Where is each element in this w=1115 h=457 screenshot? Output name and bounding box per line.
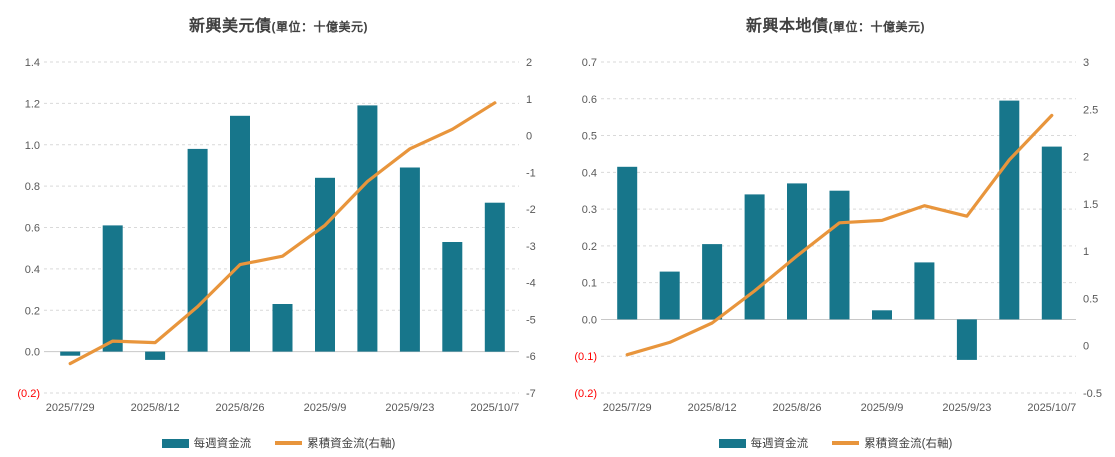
weekly-flow-legend-swatch bbox=[161, 438, 189, 448]
left-axis-tick-label: 0.5 bbox=[582, 131, 597, 143]
weekly-flow-bar bbox=[442, 242, 463, 352]
right-axis-tick-label: 0.5 bbox=[1083, 293, 1098, 305]
local-bond-plot: 0.7 0.6 0.5 0.4 0.3 0.2 0.1 0.0 (0.1) (0.2) 3 2.5 2 1… bbox=[574, 57, 1102, 414]
weekly-flow-bar bbox=[999, 100, 1020, 320]
x-axis-tick-label: 2025/9/23 bbox=[385, 402, 434, 414]
weekly-flow-bar bbox=[187, 148, 208, 352]
x-axis-tick-label: 2025/10/7 bbox=[470, 402, 519, 414]
x-axis-tick-label: 2025/9/9 bbox=[861, 402, 904, 414]
right-axis-tick-label: -6 bbox=[526, 351, 536, 363]
left-axis-tick-label: 0.7 bbox=[582, 57, 597, 69]
right-axis-tick-label: 2.5 bbox=[1083, 104, 1098, 116]
left-axis-tick-label: (0.2) bbox=[17, 388, 40, 400]
left-axis-tick-label: 1.0 bbox=[25, 140, 40, 152]
right-axis-tick-label: -4 bbox=[526, 278, 536, 290]
left-axis-tick-label: 0.3 bbox=[582, 204, 597, 216]
weekly-flow-bar bbox=[145, 351, 166, 360]
right-axis-tick-label: 1 bbox=[1083, 246, 1089, 258]
weekly-flow-bar bbox=[102, 225, 123, 352]
x-axis-tick-label: 2025/8/12 bbox=[131, 402, 180, 414]
chart-em-usd-bond: 新興美元債(單位：十億美元) 1.4 1.2 1.0 0.8 0.6 0.4 0.2 0.0 (… bbox=[0, 0, 557, 457]
weekly-flow-bar bbox=[956, 319, 977, 360]
left-axis-tick-label: 1.2 bbox=[25, 98, 40, 110]
weekly-flow-bar bbox=[357, 105, 378, 352]
weekly-flow-bar bbox=[1041, 146, 1062, 320]
right-axis-tick-label: -5 bbox=[526, 314, 536, 326]
left-axis-tick-label: (0.2) bbox=[574, 388, 597, 400]
usd-bond-title: 新興美元債(單位：十億美元) bbox=[0, 12, 557, 36]
cumulative-flow-line bbox=[625, 113, 1054, 357]
weekly-flow-bar bbox=[315, 177, 335, 352]
x-axis-tick-label: 2025/7/29 bbox=[603, 402, 652, 414]
right-axis-tick-label: -1 bbox=[526, 167, 536, 179]
weekly-flow-bar bbox=[872, 310, 892, 320]
weekly-flow-bar bbox=[787, 183, 807, 320]
right-axis-tick-label: -0.5 bbox=[1083, 388, 1102, 400]
weekly-flow-bar bbox=[829, 190, 850, 320]
right-axis-tick-label: -2 bbox=[526, 204, 536, 216]
x-axis-tick-label: 2025/8/26 bbox=[216, 402, 265, 414]
usd-bond-title-main: 新興美元債 bbox=[188, 18, 272, 35]
local-bond-title-unit: (單位：十億美元) bbox=[828, 20, 925, 34]
right-axis-tick-label: 0 bbox=[526, 131, 532, 143]
cumulative-flow-legend-swatch bbox=[275, 441, 303, 445]
left-axis-tick-label: 0.6 bbox=[582, 94, 597, 106]
weekly-flow-bar bbox=[617, 166, 638, 320]
left-axis-tick-label: 0.6 bbox=[25, 223, 40, 235]
right-axis-tick-label: 1.5 bbox=[1083, 199, 1098, 211]
x-axis-tick-label: 2025/8/12 bbox=[688, 402, 737, 414]
left-axis-tick-label: 0.4 bbox=[25, 264, 40, 276]
chart-em-local-bond: 新興本地債(單位：十億美元) 0.7 0.6 0.5 0.4 0.3 0.2 0.1 0.0 (… bbox=[557, 0, 1114, 457]
usd-bond-plot: 1.4 1.2 1.0 0.8 0.6 0.4 0.2 0.0 (0.2) 2 1 0 -1 -2 -3 -4… bbox=[17, 57, 536, 414]
right-axis-tick-label: -7 bbox=[526, 388, 536, 400]
weekly-flow-bar bbox=[272, 304, 293, 352]
x-axis-tick-label: 2025/8/26 bbox=[773, 402, 822, 414]
x-axis-tick-label: 2025/9/9 bbox=[304, 402, 347, 414]
usd-bond-legend: 每週資金流 累積資金流(右軸) bbox=[0, 435, 557, 451]
local-bond-title: 新興本地債(單位：十億美元) bbox=[557, 12, 1114, 36]
left-axis-tick-label: 1.4 bbox=[25, 57, 40, 69]
local-bond-legend: 每週資金流 累積資金流(右軸) bbox=[557, 435, 1114, 451]
weekly-flow-bar bbox=[914, 262, 935, 320]
cumulative-flow-legend-label: 累積資金流(右軸) bbox=[864, 438, 953, 450]
left-axis-tick-label: 0.2 bbox=[25, 305, 40, 317]
weekly-flow-bar bbox=[230, 115, 250, 352]
x-axis-tick-label: 2025/7/29 bbox=[46, 402, 95, 414]
right-axis-tick-label: 0 bbox=[1083, 341, 1089, 353]
x-axis-tick-label: 2025/10/7 bbox=[1027, 402, 1076, 414]
left-axis-tick-label: 0.0 bbox=[25, 347, 40, 359]
left-axis-tick-label: 0.0 bbox=[582, 314, 597, 326]
right-axis-tick-label: -3 bbox=[526, 241, 536, 253]
left-axis-tick-label: 0.2 bbox=[582, 241, 597, 253]
cumulative-flow-legend-label: 累積資金流(右軸) bbox=[307, 438, 396, 450]
right-axis-tick-label: 2 bbox=[1083, 152, 1089, 164]
weekly-flow-bar bbox=[744, 194, 765, 320]
local-bond-title-main: 新興本地債 bbox=[745, 18, 829, 35]
weekly-flow-legend-label: 每週資金流 bbox=[750, 438, 809, 450]
weekly-flow-legend-swatch bbox=[718, 438, 746, 448]
left-axis-tick-label: 0.4 bbox=[582, 167, 597, 179]
cumulative-flow-line bbox=[68, 101, 497, 366]
weekly-flow-bar bbox=[484, 202, 505, 352]
right-axis-tick-label: 3 bbox=[1083, 57, 1089, 69]
right-axis-tick-label: 1 bbox=[526, 94, 532, 106]
cumulative-flow-legend-swatch bbox=[832, 441, 860, 445]
right-axis-tick-label: 2 bbox=[526, 57, 532, 69]
left-axis-tick-label: 0.8 bbox=[25, 181, 40, 193]
left-axis-tick-label: 0.1 bbox=[582, 278, 597, 290]
weekly-flow-bar bbox=[659, 271, 680, 320]
x-axis-tick-label: 2025/9/23 bbox=[942, 402, 991, 414]
weekly-flow-legend-label: 每週資金流 bbox=[193, 438, 252, 450]
weekly-flow-bar bbox=[60, 351, 81, 356]
left-axis-tick-label: (0.1) bbox=[574, 351, 597, 363]
weekly-flow-bar bbox=[702, 244, 723, 320]
usd-bond-title-unit: (單位：十億美元) bbox=[271, 20, 368, 34]
weekly-flow-bar bbox=[399, 167, 420, 352]
